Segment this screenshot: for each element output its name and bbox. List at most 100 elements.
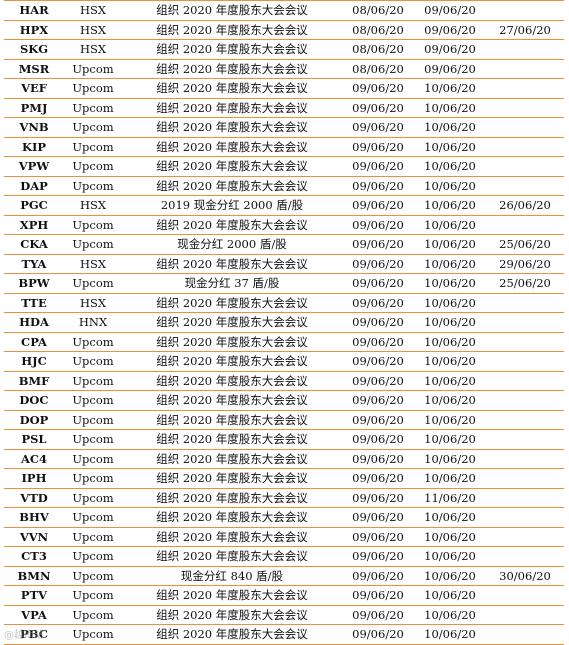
date-second-cell: 10/06/20 bbox=[414, 293, 486, 313]
ticker-cell: PGC bbox=[4, 195, 64, 216]
ticker-cell: PMJ bbox=[4, 98, 64, 118]
table-row: CPA Upcom 组织 2020 年度股东大会会议 09/06/20 10/06/20 bbox=[4, 332, 564, 352]
date-first-cell: 09/06/20 bbox=[342, 312, 414, 333]
date-second-cell: 10/06/20 bbox=[414, 468, 486, 489]
date-third-cell bbox=[486, 624, 564, 645]
exchange-cell: Upcom bbox=[64, 332, 122, 352]
date-second-cell: 10/06/20 bbox=[414, 156, 486, 177]
ticker-cell: CKA bbox=[4, 234, 64, 255]
table-row: PSL Upcom 组织 2020 年度股东大会会议 09/06/20 10/06/20 bbox=[4, 429, 564, 450]
table-row: TYA HSX 组织 2020 年度股东大会会议 09/06/20 10/06/20 29… bbox=[4, 254, 564, 274]
ticker-cell: PBC bbox=[4, 624, 64, 645]
table-row: AC4 Upcom 组织 2020 年度股东大会会议 09/06/20 10/06/20 bbox=[4, 449, 564, 469]
ticker-cell: VEF bbox=[4, 78, 64, 99]
table-row: VPW Upcom 组织 2020 年度股东大会会议 09/06/20 10/06/20 bbox=[4, 156, 564, 177]
date-first-cell: 09/06/20 bbox=[342, 273, 414, 294]
date-third-cell bbox=[486, 332, 564, 352]
exchange-cell: HSX bbox=[64, 293, 122, 313]
ticker-cell: CT3 bbox=[4, 546, 64, 567]
table-row: HAR HSX 组织 2020 年度股东大会会议 08/06/20 09/06/20 bbox=[4, 0, 564, 21]
exchange-cell: Upcom bbox=[64, 156, 122, 177]
event-description-cell: 现金分红 2000 盾/股 bbox=[122, 234, 342, 255]
date-first-cell: 09/06/20 bbox=[342, 449, 414, 469]
event-description-cell: 现金分红 37 盾/股 bbox=[122, 273, 342, 294]
date-first-cell: 09/06/20 bbox=[342, 605, 414, 625]
date-first-cell: 09/06/20 bbox=[342, 332, 414, 352]
event-description-cell: 组织 2020 年度股东大会会议 bbox=[122, 351, 342, 372]
table-row: HPX HSX 组织 2020 年度股东大会会议 08/06/20 09/06/20 27… bbox=[4, 20, 564, 40]
exchange-cell: Upcom bbox=[64, 488, 122, 508]
event-description-cell: 组织 2020 年度股东大会会议 bbox=[122, 371, 342, 391]
table-row: VTD Upcom 组织 2020 年度股东大会会议 09/06/20 11/06/20 bbox=[4, 488, 564, 508]
date-third-cell bbox=[486, 468, 564, 489]
exchange-cell: HSX bbox=[64, 0, 122, 21]
exchange-cell: Upcom bbox=[64, 449, 122, 469]
exchange-cell: Upcom bbox=[64, 468, 122, 489]
date-third-cell bbox=[486, 215, 564, 235]
exchange-cell: Upcom bbox=[64, 410, 122, 430]
exchange-cell: Upcom bbox=[64, 429, 122, 450]
ticker-cell: TYA bbox=[4, 254, 64, 274]
event-description-cell: 组织 2020 年度股东大会会议 bbox=[122, 98, 342, 118]
table-row: IPH Upcom 组织 2020 年度股东大会会议 09/06/20 10/06/20 bbox=[4, 468, 564, 489]
exchange-cell: Upcom bbox=[64, 176, 122, 196]
date-second-cell: 10/06/20 bbox=[414, 137, 486, 157]
date-third-cell: 25/06/20 bbox=[486, 273, 564, 294]
event-description-cell: 组织 2020 年度股东大会会议 bbox=[122, 156, 342, 177]
event-description-cell: 组织 2020 年度股东大会会议 bbox=[122, 527, 342, 547]
date-third-cell bbox=[486, 507, 564, 528]
ticker-cell: VPW bbox=[4, 156, 64, 177]
ticker-cell: BMN bbox=[4, 566, 64, 586]
event-description-cell: 组织 2020 年度股东大会会议 bbox=[122, 39, 342, 60]
date-second-cell: 10/06/20 bbox=[414, 176, 486, 196]
date-third-cell bbox=[486, 117, 564, 138]
date-second-cell: 09/06/20 bbox=[414, 0, 486, 21]
ticker-cell: DAP bbox=[4, 176, 64, 196]
event-description-cell: 组织 2020 年度股东大会会议 bbox=[122, 20, 342, 40]
exchange-cell: Upcom bbox=[64, 566, 122, 586]
event-description-cell: 组织 2020 年度股东大会会议 bbox=[122, 332, 342, 352]
table-row: SKG HSX 组织 2020 年度股东大会会议 08/06/20 09/06/20 bbox=[4, 39, 564, 60]
date-first-cell: 09/06/20 bbox=[342, 566, 414, 586]
event-description-cell: 组织 2020 年度股东大会会议 bbox=[122, 293, 342, 313]
table-row: PGC HSX 2019 现金分红 2000 盾/股 09/06/20 10/06/20… bbox=[4, 195, 564, 216]
ticker-cell: MSR bbox=[4, 59, 64, 79]
date-first-cell: 09/06/20 bbox=[342, 527, 414, 547]
exchange-cell: Upcom bbox=[64, 605, 122, 625]
ticker-cell: HJC bbox=[4, 351, 64, 372]
date-third-cell: 29/06/20 bbox=[486, 254, 564, 274]
event-description-cell: 2019 现金分红 2000 盾/股 bbox=[122, 195, 342, 216]
date-first-cell: 09/06/20 bbox=[342, 176, 414, 196]
date-second-cell: 10/06/20 bbox=[414, 273, 486, 294]
date-second-cell: 10/06/20 bbox=[414, 624, 486, 645]
date-second-cell: 09/06/20 bbox=[414, 20, 486, 40]
event-description-cell: 组织 2020 年度股东大会会议 bbox=[122, 390, 342, 411]
exchange-cell: Upcom bbox=[64, 59, 122, 79]
date-third-cell bbox=[486, 0, 564, 21]
date-first-cell: 09/06/20 bbox=[342, 410, 414, 430]
date-second-cell: 10/06/20 bbox=[414, 566, 486, 586]
ticker-cell: XPH bbox=[4, 215, 64, 235]
date-second-cell: 10/06/20 bbox=[414, 312, 486, 333]
date-third-cell bbox=[486, 527, 564, 547]
date-third-cell bbox=[486, 410, 564, 430]
date-first-cell: 09/06/20 bbox=[342, 546, 414, 567]
date-third-cell bbox=[486, 449, 564, 469]
ticker-cell: VTD bbox=[4, 488, 64, 508]
date-first-cell: 09/06/20 bbox=[342, 156, 414, 177]
event-description-cell: 组织 2020 年度股东大会会议 bbox=[122, 468, 342, 489]
ticker-cell: DOP bbox=[4, 410, 64, 430]
date-first-cell: 09/06/20 bbox=[342, 195, 414, 216]
date-second-cell: 10/06/20 bbox=[414, 371, 486, 391]
table-row: PTV Upcom 组织 2020 年度股东大会会议 09/06/20 10/06/20 bbox=[4, 585, 564, 606]
date-second-cell: 10/06/20 bbox=[414, 527, 486, 547]
ticker-cell: VPA bbox=[4, 605, 64, 625]
table-row: VNB Upcom 组织 2020 年度股东大会会议 09/06/20 10/06/20 bbox=[4, 117, 564, 138]
date-third-cell bbox=[486, 312, 564, 333]
table-row: XPH Upcom 组织 2020 年度股东大会会议 09/06/20 10/06/20 bbox=[4, 215, 564, 235]
exchange-cell: HNX bbox=[64, 312, 122, 333]
event-description-cell: 组织 2020 年度股东大会会议 bbox=[122, 429, 342, 450]
event-description-cell: 现金分红 840 盾/股 bbox=[122, 566, 342, 586]
date-second-cell: 10/06/20 bbox=[414, 449, 486, 469]
table-row: DOP Upcom 组织 2020 年度股东大会会议 09/06/20 10/06/20 bbox=[4, 410, 564, 430]
